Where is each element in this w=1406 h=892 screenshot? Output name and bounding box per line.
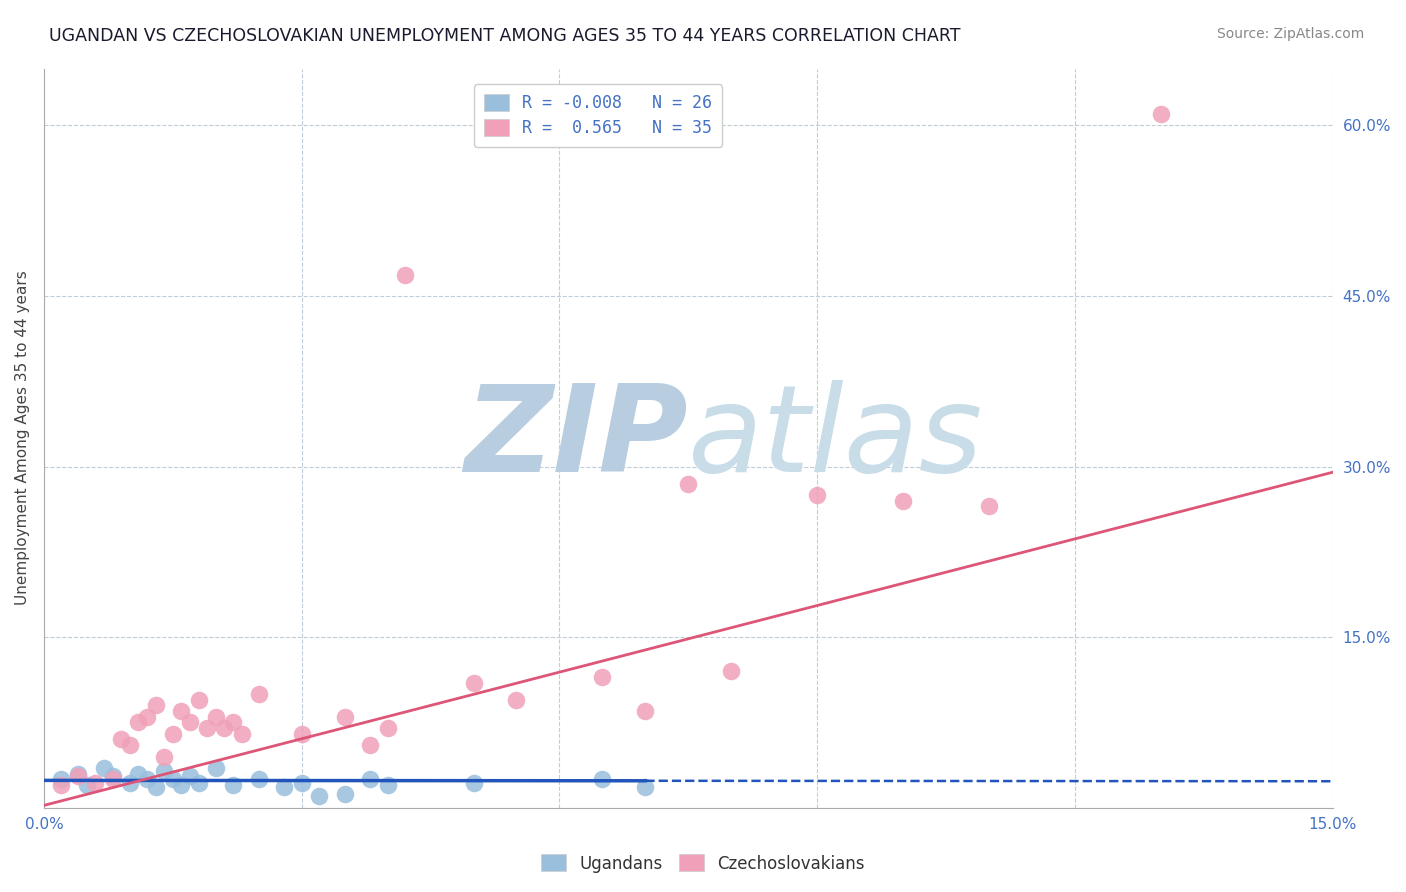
Point <box>49 778 72 792</box>
Point <box>195 721 218 735</box>
Point <box>377 721 399 735</box>
Point <box>179 715 201 730</box>
Point <box>214 721 236 735</box>
Point <box>977 500 1000 514</box>
Point <box>1150 107 1173 121</box>
Point <box>377 778 399 792</box>
Point <box>333 787 356 801</box>
Point <box>359 738 381 752</box>
Point <box>247 772 270 787</box>
Point <box>463 675 485 690</box>
Point <box>222 715 245 730</box>
Point <box>118 775 141 789</box>
Point <box>634 780 657 795</box>
Point <box>127 766 149 780</box>
Legend: R = -0.008   N = 26, R =  0.565   N = 35: R = -0.008 N = 26, R = 0.565 N = 35 <box>474 84 723 147</box>
Point <box>170 778 193 792</box>
Point <box>67 766 90 780</box>
Point <box>170 704 193 718</box>
Point <box>67 769 90 783</box>
Point <box>291 775 314 789</box>
Point <box>49 772 72 787</box>
Text: atlas: atlas <box>689 380 984 497</box>
Point <box>101 769 124 783</box>
Point <box>591 670 613 684</box>
Point <box>136 772 159 787</box>
Point <box>76 778 98 792</box>
Y-axis label: Unemployment Among Ages 35 to 44 years: Unemployment Among Ages 35 to 44 years <box>15 271 30 606</box>
Point <box>591 772 613 787</box>
Point <box>136 709 159 723</box>
Point <box>359 772 381 787</box>
Point <box>204 709 226 723</box>
Point <box>118 738 141 752</box>
Point <box>222 778 245 792</box>
Point <box>291 727 314 741</box>
Point <box>145 780 167 795</box>
Point <box>179 769 201 783</box>
Point <box>162 727 184 741</box>
Point <box>145 698 167 713</box>
Point <box>231 727 253 741</box>
Point <box>127 715 149 730</box>
Point <box>308 789 330 804</box>
Text: Source: ZipAtlas.com: Source: ZipAtlas.com <box>1216 27 1364 41</box>
Point <box>273 780 295 795</box>
Text: ZIP: ZIP <box>464 380 689 497</box>
Point <box>93 761 115 775</box>
Point <box>333 709 356 723</box>
Point <box>110 732 132 747</box>
Point <box>187 692 209 706</box>
Point <box>84 775 107 789</box>
Point <box>204 761 226 775</box>
Point <box>463 775 485 789</box>
Point <box>505 692 527 706</box>
Point <box>891 493 914 508</box>
Point <box>720 664 742 678</box>
Text: UGANDAN VS CZECHOSLOVAKIAN UNEMPLOYMENT AMONG AGES 35 TO 44 YEARS CORRELATION CH: UGANDAN VS CZECHOSLOVAKIAN UNEMPLOYMENT … <box>49 27 960 45</box>
Point <box>806 488 828 502</box>
Point <box>153 749 176 764</box>
Point <box>394 268 416 283</box>
Legend: Ugandans, Czechoslovakians: Ugandans, Czechoslovakians <box>534 847 872 880</box>
Point <box>187 775 209 789</box>
Point <box>162 772 184 787</box>
Point <box>247 687 270 701</box>
Point <box>634 704 657 718</box>
Point <box>153 764 176 779</box>
Point <box>101 772 124 787</box>
Point <box>678 476 700 491</box>
